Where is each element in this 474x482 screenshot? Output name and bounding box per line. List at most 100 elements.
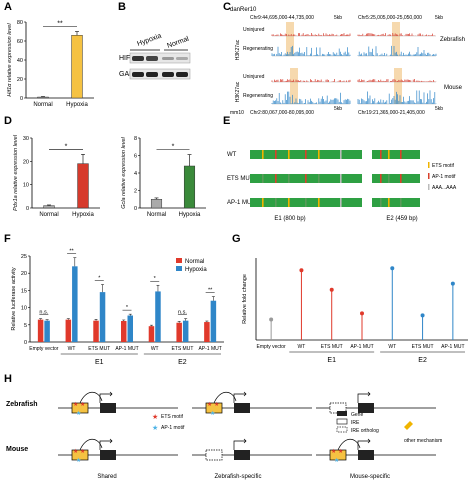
blot-hif1a-strip xyxy=(129,52,191,64)
lollipop-point xyxy=(299,268,304,273)
e2-length-label: E2 (459 bp) xyxy=(386,216,417,222)
y-axis-label: Hif1α relative expression level xyxy=(7,23,13,97)
h-legend-ortholog-swatch xyxy=(336,426,348,433)
significance-mark: n.s. xyxy=(39,310,48,316)
ets-mark xyxy=(318,198,320,207)
regulation-arrow xyxy=(79,438,103,451)
panel-e-constructs: WT ETS MUT AP-1 MUT E1 (800 bp) E2 (459 … xyxy=(227,150,457,222)
bar xyxy=(43,205,55,209)
ap1-mark xyxy=(380,198,382,207)
chart-panel-d-pdx1a: 0 10 20 30 Pdx1a relative expression level No… xyxy=(13,134,100,218)
ets-mark xyxy=(318,150,320,159)
y-tick-label: 8 xyxy=(134,136,137,142)
significance-mark: * xyxy=(172,144,175,151)
aaa-mark xyxy=(340,150,342,159)
bar-normal xyxy=(176,322,182,342)
blot-gapdh-strip xyxy=(129,68,191,80)
significance-mark: * xyxy=(98,276,101,282)
legend-swatch xyxy=(176,266,182,271)
y-tick-label: 6 xyxy=(134,154,137,160)
y-tick-label: 30 xyxy=(23,136,29,142)
ets-mark xyxy=(388,174,390,183)
coord-bottom-right: Chr19:21,365,000-21,405,000 xyxy=(358,110,425,116)
bar xyxy=(183,165,196,209)
category-label: AP-1 MUT xyxy=(115,346,138,352)
bar-hypoxia xyxy=(99,292,106,342)
legend-aaa-swatch xyxy=(428,184,430,190)
h-legend-ire: IRE xyxy=(351,420,360,426)
significance-mark: ** xyxy=(208,288,213,294)
coord-top-right: Chr5:25,005,000-25,050,000 xyxy=(358,15,422,21)
ets-mark xyxy=(288,150,290,159)
star-icon-ap1: ★ xyxy=(76,410,81,417)
lollipop-point xyxy=(450,281,455,286)
star-icon-ets: ★ xyxy=(73,448,78,455)
category-label: ETS MUT xyxy=(171,346,193,352)
star-icon-ap1: ★ xyxy=(334,457,339,464)
track-mark-top: H3K27ac xyxy=(235,39,241,60)
star-icon-ets: ★ xyxy=(338,448,343,455)
track-label-regen-ms: Regenerating xyxy=(243,93,273,99)
ap1-mark xyxy=(275,198,277,207)
lollipop-point xyxy=(390,266,395,271)
y-tick-label: 80 xyxy=(17,20,23,26)
blot-band-label-hif1a: HIF1α xyxy=(119,55,138,62)
ap1-mark xyxy=(400,174,402,183)
ap1-mark xyxy=(400,150,402,159)
y-axis-label: Gcla relative expression level xyxy=(121,136,127,208)
blot-condition-hypoxia: Hypoxia xyxy=(136,33,162,48)
y-tick-label: 20 xyxy=(23,159,29,165)
y-axis-label: Relative luciferase activity xyxy=(11,267,17,331)
scale-top-right: 5kb xyxy=(435,15,443,21)
h-legend-gene: Gene xyxy=(351,412,363,418)
panel-label-e: E xyxy=(223,115,230,127)
category-label: ETS MUT xyxy=(88,346,110,352)
construct-e2 xyxy=(372,198,420,207)
star-icon-ets: ★ xyxy=(80,448,85,455)
track-label-regen-zf: Regenerating xyxy=(243,46,273,52)
ets-mark xyxy=(262,198,264,207)
panel-label-b: B xyxy=(118,1,126,13)
ire-box xyxy=(205,449,223,461)
panel-h-diagram: Zebrafish Mouse ★ ★★★ ★★★ ★★★ ★★ Shared Zebr… xyxy=(6,391,442,480)
category-label: AP-1 MUT xyxy=(198,346,221,352)
regulation-arrow xyxy=(79,391,103,404)
significance-mark: * xyxy=(65,143,68,150)
star-icon-ets: ★ xyxy=(152,413,158,421)
e1-length-label: E1 (800 bp) xyxy=(274,216,305,222)
tss-arrow xyxy=(233,438,247,450)
ets-mark xyxy=(262,174,264,183)
category-label: WT xyxy=(68,346,76,352)
blot-condition-normal: Normal xyxy=(166,35,190,49)
track-label-uninjured-ms: Uninjured xyxy=(243,74,265,80)
y-axis-label: Pdx1a relative expression level xyxy=(13,134,19,211)
y-tick-label: 25 xyxy=(21,254,27,260)
ets-mark xyxy=(388,150,390,159)
ap1-mark xyxy=(275,174,277,183)
h-legend-gene-swatch xyxy=(337,411,347,416)
tss-arrow xyxy=(99,438,113,450)
ap1-mark xyxy=(400,198,402,207)
panel-label-g: G xyxy=(232,233,241,245)
h-col-mouse-specific: Mouse-specific xyxy=(350,474,390,480)
ap1-mark xyxy=(305,150,307,159)
h-row-mouse: Mouse xyxy=(6,446,28,453)
ap1-mark xyxy=(305,174,307,183)
panel-c-genome-tracks: danRer10 Chr9:44,695,000-44,735,000 5kb … xyxy=(230,7,465,116)
star-icon-ets: ★ xyxy=(73,401,78,408)
star-icon-ap1: ★ xyxy=(152,424,158,432)
coord-bottom-left: Chr2:80,067,000-80,095,000 xyxy=(250,110,314,116)
star-icon-ap1: ★ xyxy=(76,457,81,464)
category-label: Hypoxia xyxy=(66,102,88,108)
h-legend-ap1: AP-1 motif xyxy=(161,425,185,431)
category-label: WT xyxy=(298,344,306,350)
ets-mark xyxy=(262,150,264,159)
category-label: Normal xyxy=(39,212,58,218)
star-icon-ets: ★ xyxy=(80,401,85,408)
bar-hypoxia xyxy=(44,320,50,342)
bar-normal xyxy=(204,322,210,342)
legend-ap1-swatch xyxy=(428,173,430,179)
bar-hypoxia xyxy=(210,300,217,342)
y-tick-label: 40 xyxy=(17,58,23,64)
